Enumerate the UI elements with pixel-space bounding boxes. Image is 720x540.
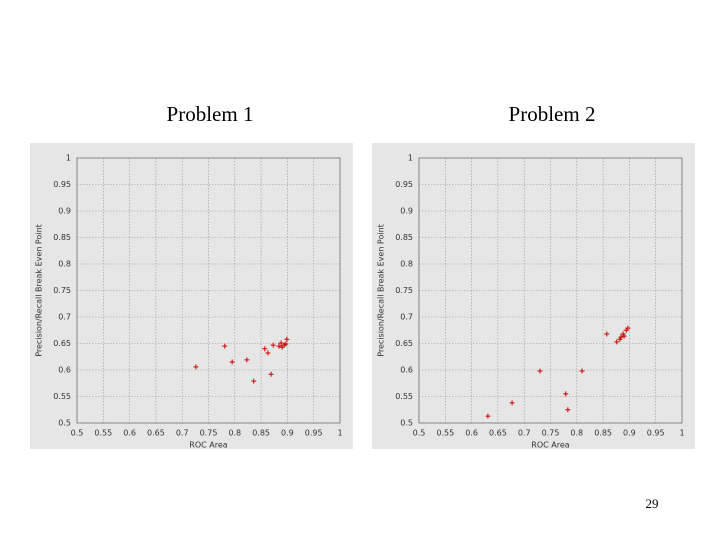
point (229, 359, 235, 365)
y-axis-label: Precision/Recall Break Even Point (35, 224, 44, 357)
panel (30, 143, 353, 449)
x-tick-label: 0.9 (623, 429, 636, 438)
point (283, 341, 289, 347)
point (251, 378, 257, 384)
x-tick-label: 0.85 (594, 429, 612, 438)
y-tick-label: 1 (408, 154, 413, 163)
x-tick-label: 0.8 (228, 429, 241, 438)
plot-frame (76, 157, 341, 424)
chart-title: Problem 2 (509, 102, 596, 126)
x-tick-label: 0.75 (542, 429, 560, 438)
x-tick-label: 0.85 (252, 429, 270, 438)
y-tick-label: 0.65 (395, 339, 413, 348)
x-tick-label: 0.95 (305, 429, 323, 438)
x-axis-label: ROC Area (531, 441, 569, 450)
page-number: 29 (646, 496, 659, 511)
y-tick-label: 0.6 (58, 366, 71, 375)
y-tick-label: 0.6 (400, 366, 413, 375)
y-tick-label: 0.8 (400, 260, 413, 269)
x-tick-label: 1 (679, 429, 684, 438)
x-tick-label: 0.5 (71, 429, 84, 438)
x-tick-label: 0.95 (647, 429, 665, 438)
point (509, 400, 515, 406)
y-tick-label: 0.7 (58, 313, 71, 322)
x-tick-label: 0.7 (176, 429, 189, 438)
point (193, 364, 199, 370)
y-tick-label: 0.75 (53, 286, 71, 295)
point (278, 340, 284, 346)
x-tick-label: 0.75 (200, 429, 218, 438)
point (485, 413, 491, 419)
point (565, 407, 571, 413)
panel (372, 143, 695, 449)
y-tick-label: 0.85 (53, 233, 71, 242)
y-tick-label: 0.55 (395, 392, 413, 401)
point (621, 333, 627, 339)
x-tick-label: 0.65 (489, 429, 507, 438)
y-tick-label: 0.9 (400, 207, 413, 216)
point (222, 343, 228, 349)
y-tick-label: 0.7 (400, 313, 413, 322)
point (579, 368, 585, 374)
x-tick-label: 0.55 (94, 429, 112, 438)
x-tick-label: 0.55 (436, 429, 454, 438)
y-tick-label: 0.85 (395, 233, 413, 242)
point (276, 343, 282, 349)
point (265, 350, 271, 356)
y-axis-label: Precision/Recall Break Even Point (377, 224, 386, 357)
point (614, 339, 620, 345)
point (625, 325, 631, 331)
point (279, 344, 285, 350)
point (268, 371, 274, 377)
point (563, 391, 569, 397)
point (618, 334, 624, 340)
y-tick-label: 0.9 (58, 207, 71, 216)
y-tick-label: 0.65 (53, 339, 71, 348)
plot-frame (418, 157, 683, 424)
x-tick-label: 0.6 (123, 429, 136, 438)
y-tick-label: 0.55 (53, 392, 71, 401)
point (244, 357, 250, 363)
y-tick-label: 0.5 (400, 419, 413, 428)
x-tick-label: 0.6 (465, 429, 478, 438)
y-tick-label: 0.95 (395, 180, 413, 189)
x-tick-label: 0.7 (518, 429, 531, 438)
y-tick-label: 0.5 (58, 419, 71, 428)
point (262, 346, 268, 352)
point (284, 336, 290, 342)
x-tick-label: 0.8 (570, 429, 583, 438)
point (537, 368, 543, 374)
x-tick-label: 1 (337, 429, 342, 438)
x-axis-label: ROC Area (189, 441, 227, 450)
x-tick-label: 0.5 (413, 429, 426, 438)
point (270, 342, 276, 348)
y-tick-label: 0.95 (53, 180, 71, 189)
x-tick-label: 0.65 (147, 429, 165, 438)
y-tick-label: 1 (66, 154, 71, 163)
point (604, 331, 610, 337)
x-tick-label: 0.9 (281, 429, 294, 438)
y-tick-label: 0.8 (58, 260, 71, 269)
y-tick-label: 0.75 (395, 286, 413, 295)
chart-title: Problem 1 (167, 102, 254, 126)
